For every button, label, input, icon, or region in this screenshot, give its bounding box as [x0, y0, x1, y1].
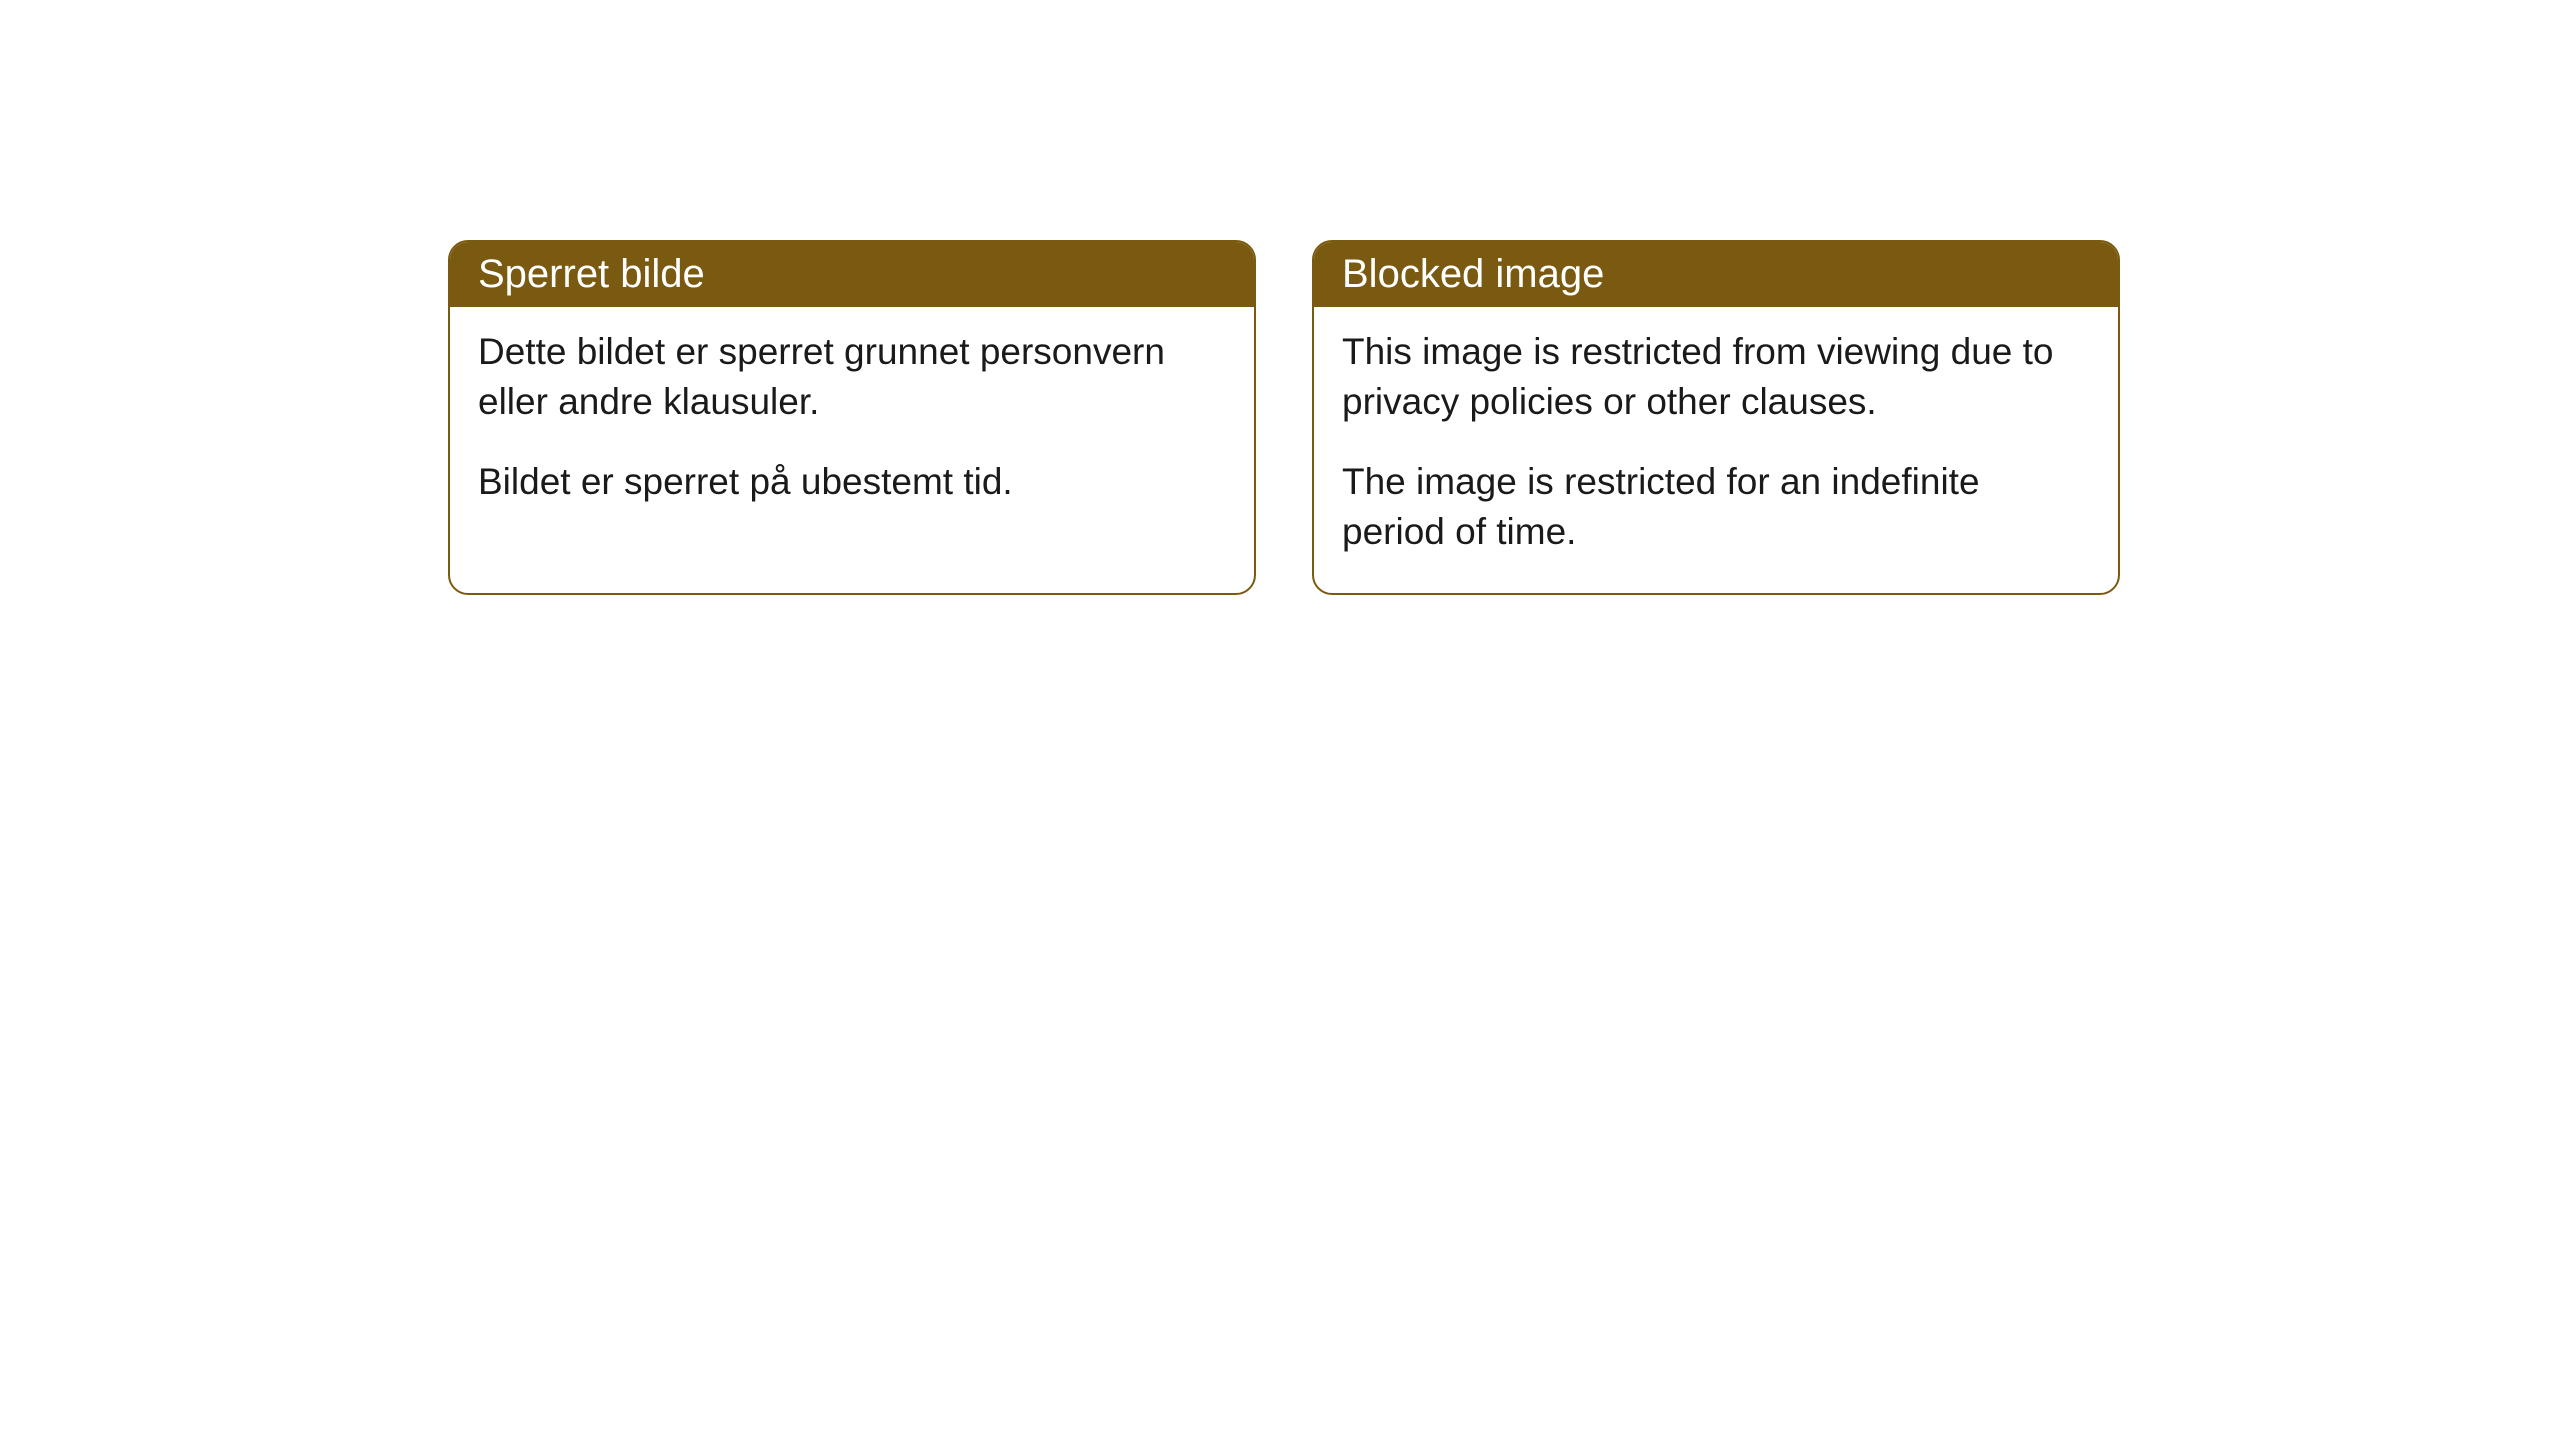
- card-header-norwegian: Sperret bilde: [450, 242, 1254, 307]
- card-body-norwegian: Dette bildet er sperret grunnet personve…: [450, 307, 1254, 543]
- card-english: Blocked image This image is restricted f…: [1312, 240, 2120, 595]
- card-paragraph-2: Bildet er sperret på ubestemt tid.: [478, 457, 1226, 507]
- card-norwegian: Sperret bilde Dette bildet er sperret gr…: [448, 240, 1256, 595]
- card-paragraph-1: This image is restricted from viewing du…: [1342, 327, 2090, 427]
- card-body-english: This image is restricted from viewing du…: [1314, 307, 2118, 593]
- card-paragraph-2: The image is restricted for an indefinit…: [1342, 457, 2090, 557]
- cards-container: Sperret bilde Dette bildet er sperret gr…: [448, 240, 2120, 595]
- card-paragraph-1: Dette bildet er sperret grunnet personve…: [478, 327, 1226, 427]
- card-header-english: Blocked image: [1314, 242, 2118, 307]
